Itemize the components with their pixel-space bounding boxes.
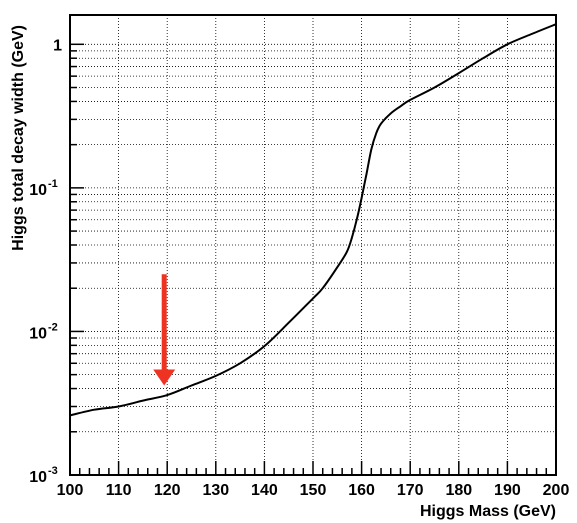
y-tick-label-base: 10 [29, 469, 47, 486]
x-tick-label: 160 [348, 482, 375, 499]
arrow-head-icon [153, 369, 176, 386]
x-tick-label: 200 [543, 482, 570, 499]
x-tick-label: 180 [445, 482, 472, 499]
y-tick-label-exponent: -2 [48, 321, 58, 333]
x-tick-label: 130 [202, 482, 229, 499]
y-axis-title: Higgs total decay width (GeV) [10, 25, 27, 251]
x-tick-label: 190 [494, 482, 521, 499]
x-tick-label: 170 [397, 482, 424, 499]
y-tick-label-exponent: -3 [48, 465, 58, 477]
x-tick-label: 150 [300, 482, 327, 499]
y-tick-label-base: 1 [53, 37, 62, 54]
annotation-layer [153, 274, 176, 386]
decay-width-curve [69, 23, 557, 417]
y-tick-label-base: 10 [29, 182, 47, 199]
x-axis-title: Higgs Mass (GeV) [420, 503, 556, 520]
x-tick-label: 140 [251, 482, 278, 499]
x-tick-label: 110 [106, 482, 132, 499]
grid-layer [70, 15, 556, 475]
x-tick-label: 120 [154, 482, 181, 499]
curve-layer [69, 23, 557, 417]
y-tick-label-base: 10 [29, 325, 47, 342]
tick-layer [69, 43, 557, 476]
x-tick-label: 100 [57, 482, 84, 499]
y-tick-label-exponent: -1 [48, 178, 58, 190]
